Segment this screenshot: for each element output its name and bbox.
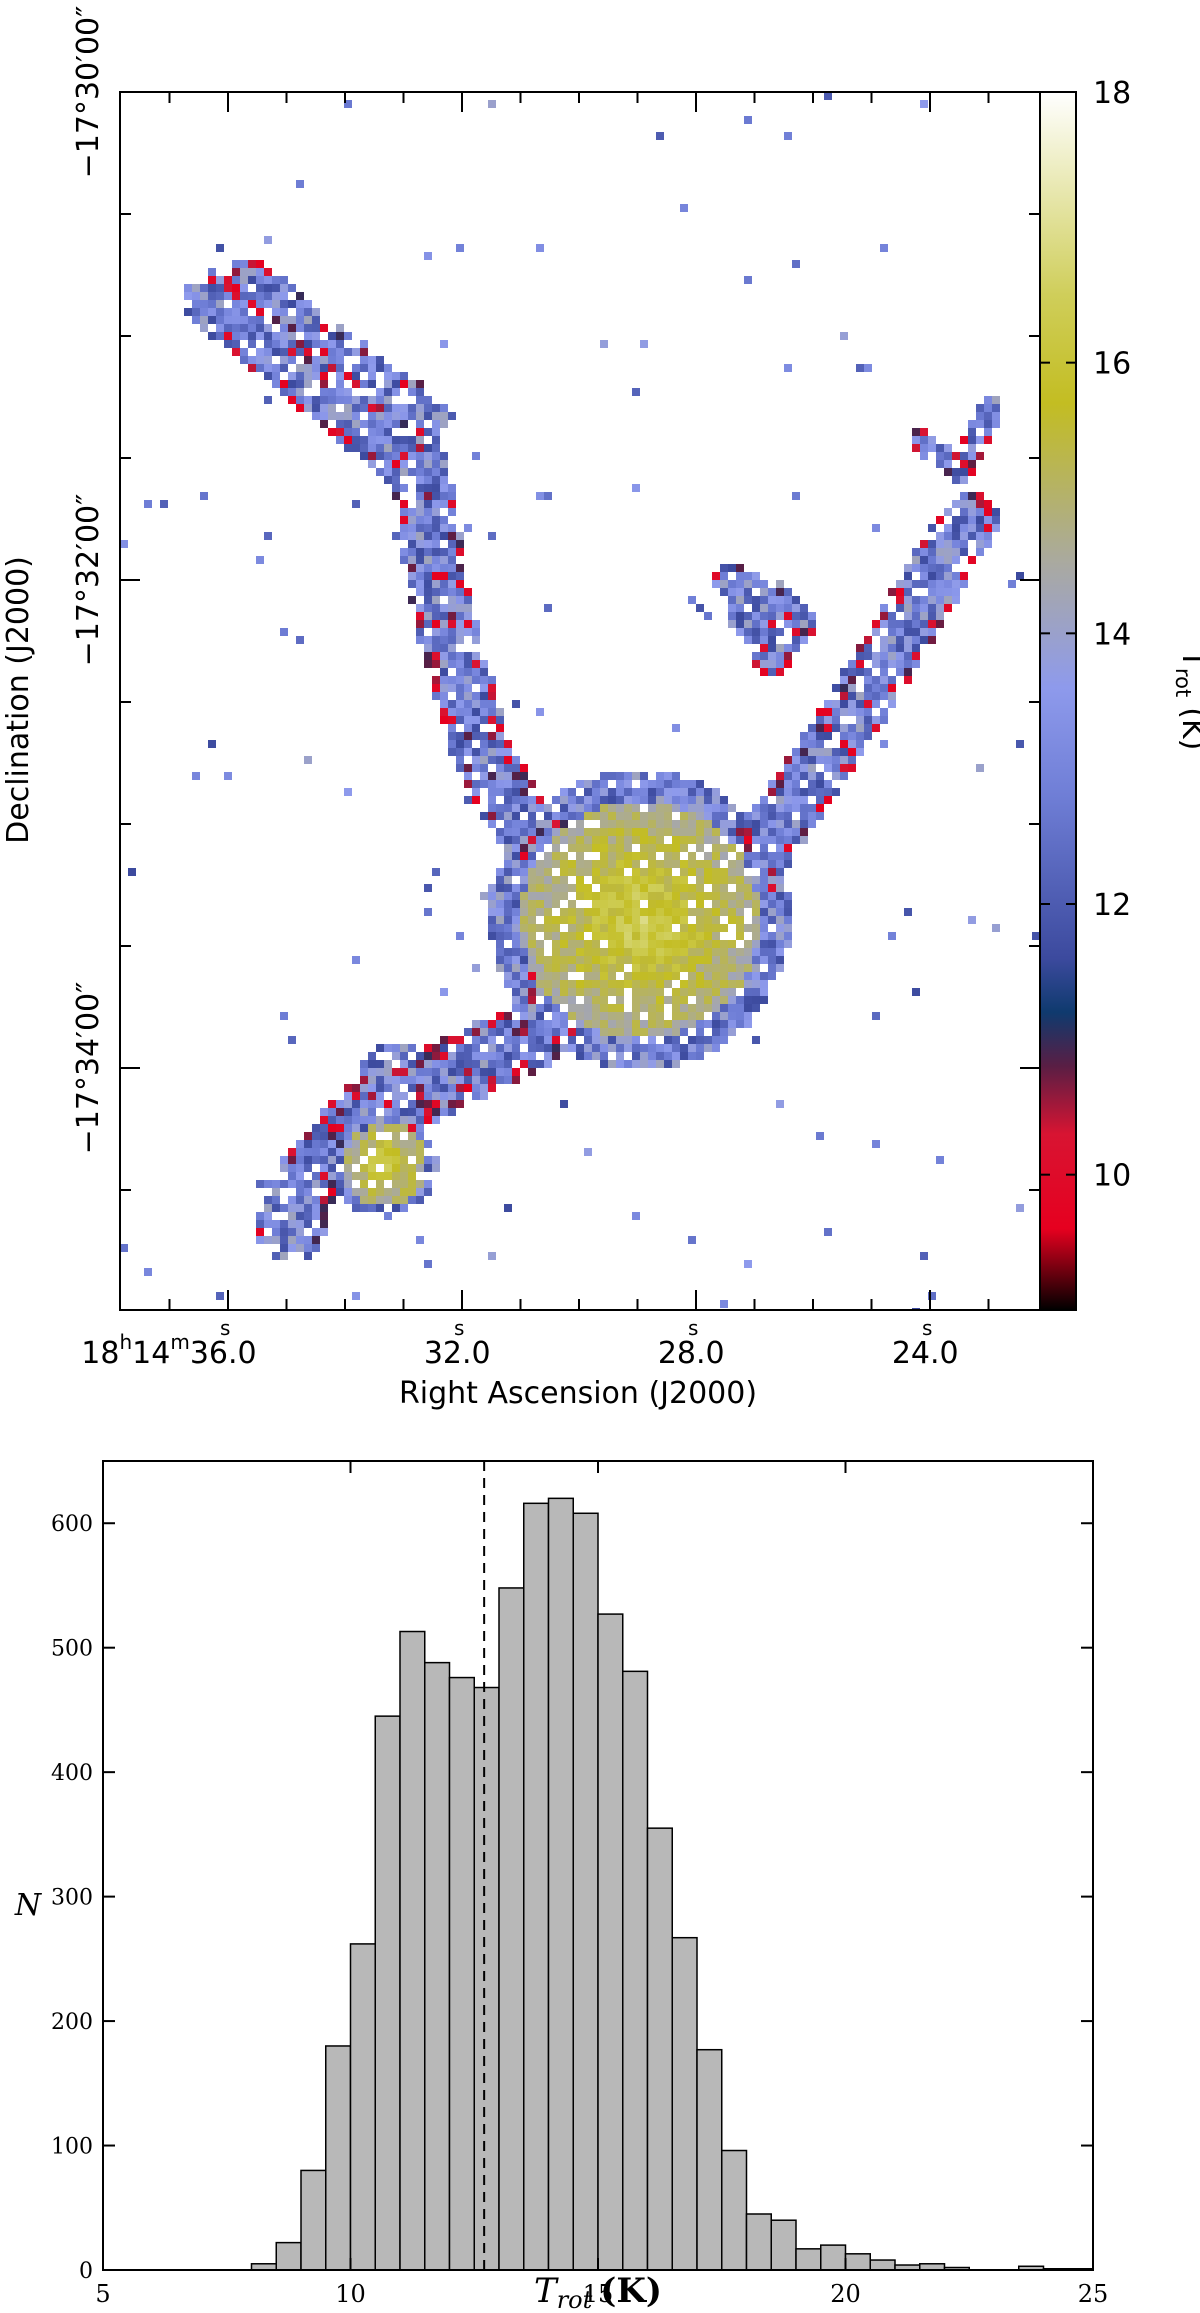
- histogram-bar: [869, 2259, 896, 2271]
- histogram-bars: [250, 1497, 1094, 2271]
- histogram-bar: [300, 2169, 327, 2271]
- map-x-tick-label-sec-mark: s: [688, 1316, 698, 1340]
- map-x-tick-label: 28: [658, 1336, 696, 1371]
- map-x-tick-label-sec-mark: s: [454, 1316, 464, 1340]
- histogram-bar: [275, 2241, 302, 2271]
- trot-map-panel: 18h14m36.0 s 32.0 s 28.0 s 24.0 s −17°30′00″ −17…: [1, 6, 1200, 1411]
- colorbar-label: Trot (K): [1171, 649, 1200, 751]
- histogram-x-tick-label: 20: [830, 2280, 861, 2308]
- trot-histogram: 5 10 15 20 25 0 100 200 300 400 500 600 N Trot (K): [14, 1460, 1108, 2313]
- map-x-axis-label: Right Ascension (J2000): [399, 1376, 757, 1411]
- map-x-tick-label-frac: .0: [228, 1336, 257, 1371]
- trot-map-image: [120, 92, 1040, 1310]
- map-y-tick-label: −17°32′00″: [71, 494, 106, 667]
- histogram-x-tick-label: 25: [1078, 2280, 1109, 2308]
- histogram-y-tick-label: 200: [51, 2010, 93, 2035]
- colorbar-tick-label: 10: [1093, 1159, 1131, 1194]
- colorbar-tick-label: 16: [1093, 347, 1131, 382]
- histogram-y-tick-label: 600: [51, 1512, 93, 1537]
- colorbar-tick-label: 12: [1093, 888, 1131, 923]
- colorbar-tick-label: 14: [1093, 617, 1131, 652]
- histogram-bar: [547, 1497, 574, 2271]
- histogram-bar: [374, 1715, 401, 2271]
- histogram-bar: [424, 1661, 451, 2271]
- colorbar-label-unit: (K): [1175, 707, 1200, 750]
- histogram-bar: [597, 1613, 624, 2271]
- histogram-bar: [572, 1512, 599, 2271]
- histogram-x-tick-label: 5: [95, 2280, 110, 2308]
- histogram-bar: [325, 2045, 352, 2271]
- svg-text:Trot(K): Trot (K): [1171, 649, 1200, 751]
- colorbar-tick-label: 18: [1093, 76, 1131, 111]
- map-x-tick-label-frac: .0: [930, 1336, 959, 1371]
- histogram-y-tick-label: 400: [51, 1761, 93, 1786]
- histogram-bar: [844, 2253, 871, 2271]
- map-x-tick-label: 18h14m36: [81, 1330, 228, 1371]
- map-x-tick-label-frac: .0: [696, 1336, 725, 1371]
- histogram-x-tick-label: 15: [583, 2280, 614, 2308]
- histogram-bar: [696, 2048, 723, 2271]
- histogram-bar: [523, 1502, 550, 2271]
- histogram-x-ticks: 5 10 15 20 25: [95, 1461, 1108, 2308]
- map-y-ticks: −17°30′00″ −17°32′00″ −17°34′00″: [71, 6, 1040, 1191]
- histogram-x-label-main: T: [534, 2271, 559, 2309]
- trot-histogram-panel: 5 10 15 20 25 0 100 200 300 400 500 600 N Trot (K): [0, 1420, 1200, 2313]
- histogram-bar: [622, 1670, 649, 2271]
- histogram-bar: [795, 2248, 822, 2271]
- histogram-x-label-sub: rot: [557, 2286, 593, 2309]
- histogram-bar: [770, 2219, 797, 2271]
- histogram-y-tick-label: 0: [79, 2259, 93, 2284]
- histogram-bar: [721, 2149, 748, 2271]
- map-x-tick-label-frac: .0: [462, 1336, 491, 1371]
- map-x-tick-label-sec-mark: s: [922, 1316, 932, 1340]
- histogram-y-tick-label: 300: [51, 1886, 93, 1911]
- histogram-y-tick-label: 500: [51, 1637, 93, 1662]
- map-y-axis-label: Declination (J2000): [1, 556, 36, 844]
- histogram-bar: [745, 2213, 772, 2271]
- map-x-tick-label: 32: [424, 1336, 462, 1371]
- colorbar-ticks: 10 12 14 16 18: [1040, 76, 1131, 1194]
- histogram-bar: [473, 1686, 500, 2271]
- histogram-bar: [646, 1827, 673, 2271]
- colorbar: [1039, 91, 1077, 1311]
- histogram-bar: [448, 1676, 475, 2271]
- map-y-tick-label: −17°30′00″: [71, 6, 106, 179]
- histogram-y-tick-label: 100: [51, 2135, 93, 2160]
- histogram-x-tick-label: 10: [335, 2280, 366, 2308]
- map-x-tick-label: 24: [892, 1336, 930, 1371]
- histogram-y-ticks: 0 100 200 300 400 500 600: [51, 1512, 1093, 2284]
- map-y-tick-label: −17°34′00″: [71, 982, 106, 1155]
- histogram-bar: [349, 1943, 376, 2271]
- histogram-bar: [820, 2244, 847, 2271]
- histogram-bar: [399, 1630, 426, 2271]
- colorbar-label-sub: rot: [1171, 668, 1195, 697]
- histogram-bar: [498, 1587, 525, 2271]
- colorbar-label-main: T: [1175, 649, 1200, 669]
- histogram-y-axis-label: N: [14, 1888, 43, 1923]
- map-x-tick-label-sec-mark: s: [220, 1316, 230, 1340]
- histogram-x-label-unit: (K): [600, 2271, 662, 2309]
- histogram-bar: [671, 1936, 698, 2271]
